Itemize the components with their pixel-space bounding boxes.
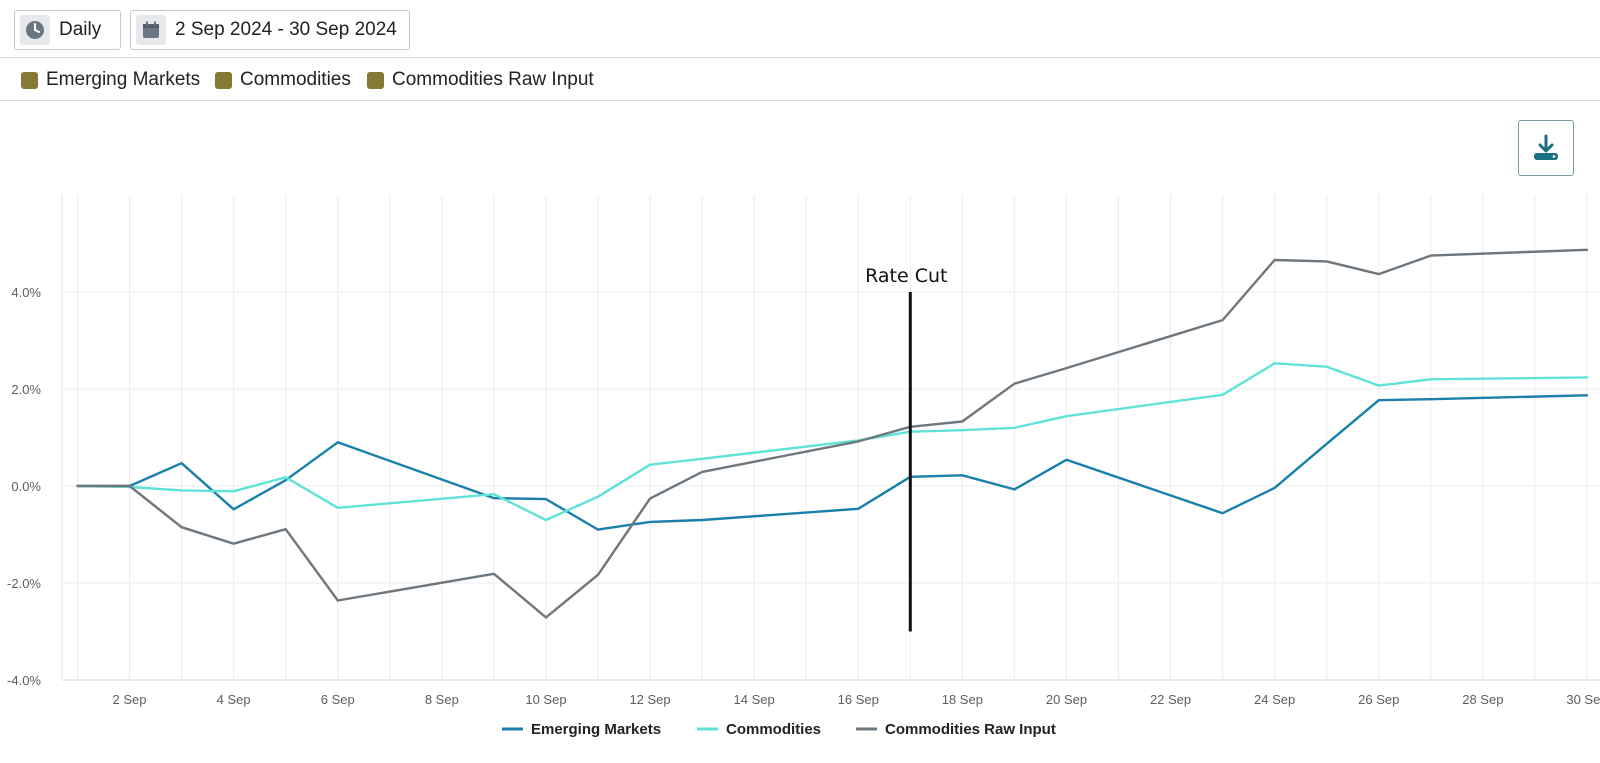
download-icon — [1534, 134, 1558, 160]
series-line-commodities — [76, 362, 1589, 522]
legend-item[interactable]: Emerging Markets — [531, 721, 661, 738]
date-range-button[interactable]: 2 Sep 2024 - 30 Sep 2024 — [130, 10, 410, 50]
x-tick-label: 10 Sep — [525, 692, 566, 707]
chip-label: Commodities — [240, 69, 351, 90]
chip-label: Emerging Markets — [46, 69, 201, 90]
toolbar: Daily 2 Sep 2024 - 30 Sep 2024 — [0, 0, 1600, 58]
x-tick-label: 24 Sep — [1254, 692, 1295, 707]
x-tick-label: 26 Sep — [1358, 692, 1399, 707]
x-tick-label: 16 Sep — [838, 692, 879, 707]
x-tick-label: 12 Sep — [629, 692, 670, 707]
x-tick-label: 2 Sep — [113, 692, 147, 707]
y-tick-label: -4.0% — [7, 673, 41, 688]
chip-label: Commodities Raw Input — [392, 69, 594, 90]
y-tick-label: 2.0% — [11, 382, 41, 397]
x-tick-label: 20 Sep — [1046, 692, 1087, 707]
chip-commodities[interactable]: Commodities — [215, 69, 351, 91]
legend-item[interactable]: Commodities — [726, 721, 821, 738]
frequency-button[interactable]: Daily — [14, 10, 121, 50]
frequency-label: Daily — [59, 19, 102, 40]
gridlines — [62, 195, 1600, 681]
x-tick-label: 6 Sep — [321, 692, 355, 707]
chip-commodities-raw-input[interactable]: Commodities Raw Input — [367, 69, 594, 91]
x-tick-label: 8 Sep — [425, 692, 459, 707]
chip-swatch — [367, 71, 384, 89]
date-range-label: 2 Sep 2024 - 30 Sep 2024 — [175, 19, 397, 40]
legend-item[interactable]: Commodities Raw Input — [885, 721, 1056, 738]
series-line-emerging-markets — [76, 394, 1589, 531]
x-tick-label: 28 Sep — [1462, 692, 1503, 707]
download-button[interactable] — [1518, 120, 1574, 176]
y-tick-label: -2.0% — [7, 576, 41, 591]
calendar-icon — [136, 15, 166, 45]
y-tick-label: 4.0% — [11, 285, 41, 300]
y-tick-label: 0.0% — [11, 479, 41, 494]
x-tick-label: 22 Sep — [1150, 692, 1191, 707]
clock-icon — [20, 15, 50, 45]
x-tick-label: 4 Sep — [217, 692, 251, 707]
legend: Emerging Markets Commodities Commodities R… — [502, 721, 1056, 738]
chip-swatch — [215, 71, 232, 89]
series-filter-bar: Emerging Markets Commodities Commodities… — [0, 58, 1600, 101]
chip-swatch — [21, 71, 38, 89]
x-tick-label: 14 Sep — [734, 692, 775, 707]
chip-emerging-markets[interactable]: Emerging Markets — [21, 69, 200, 91]
x-tick-label: 18 Sep — [942, 692, 983, 707]
series-line-commodities-raw-input — [76, 248, 1589, 619]
x-tick-label: 30 Sep — [1566, 692, 1600, 707]
annotation-label: Rate Cut — [865, 265, 947, 287]
